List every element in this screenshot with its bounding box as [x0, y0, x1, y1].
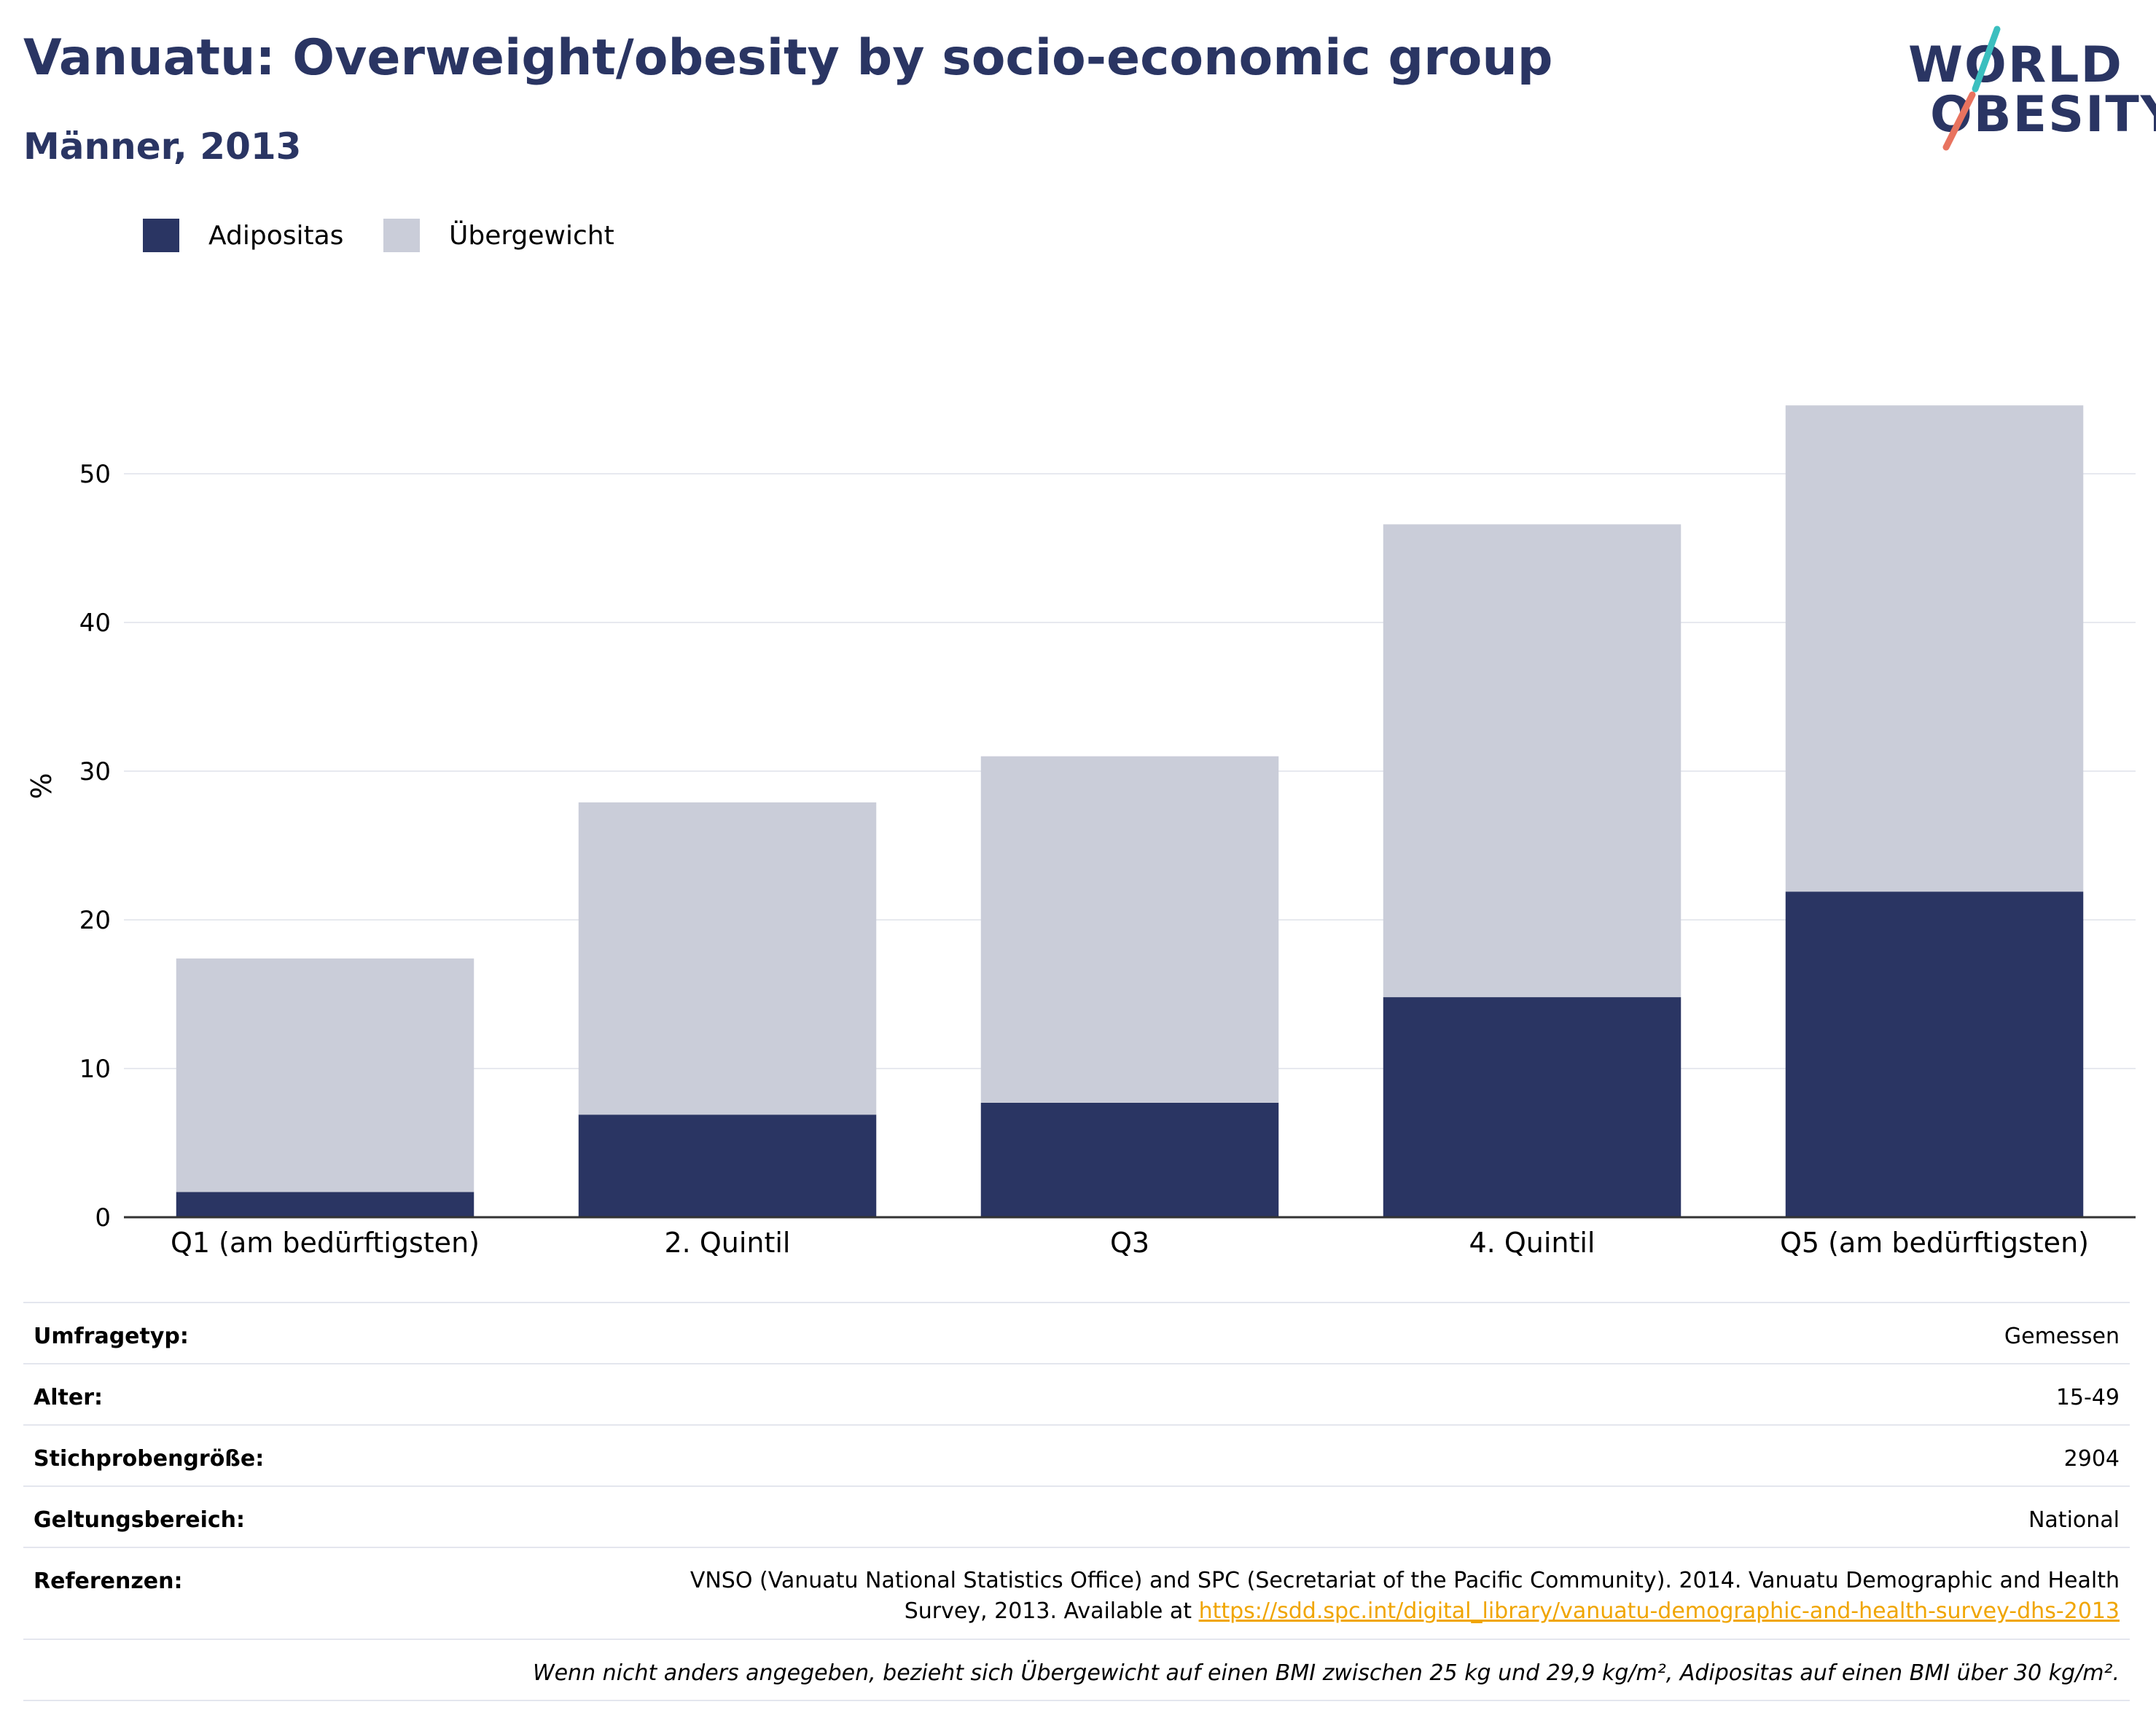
info-row-note: Wenn nicht anders angegeben, bezieht sic… — [23, 1639, 2130, 1701]
references-line-2-prefix: Survey, 2013. Available at — [904, 1598, 1199, 1624]
legend-item-overweight: Übergewicht — [383, 216, 614, 255]
bar-obesity — [980, 1102, 1279, 1217]
bar-overweight — [1383, 524, 1682, 998]
chart-subtitle: Männer, 2013 — [23, 125, 302, 168]
x-tick-label: 2. Quintil — [665, 1227, 791, 1259]
info-table: Umfragetyp: Gemessen Alter: 15-49 Stichp… — [23, 1302, 2130, 1701]
info-label: Referenzen: — [34, 1569, 183, 1594]
info-label: Alter: — [34, 1385, 103, 1410]
bar-chart: 0 10 20 30 40 50% Q1 (am bedürftigsten) 2. Quin… — [26, 405, 2136, 1259]
y-tick-label: 10 — [79, 1055, 111, 1084]
info-row-references: Referenzen: VNSO (Vanuatu National Stati… — [23, 1547, 2130, 1639]
x-tick-label: Q5 (am bedürftigsten) — [1780, 1227, 2089, 1259]
x-tick-label: Q1 (am bedürftigsten) — [171, 1227, 480, 1259]
x-tick-label: Q3 — [1110, 1227, 1149, 1259]
logo-slash-icon — [1942, 26, 2001, 151]
chart-title: Vanuatu: Overweight/obesity by socio-eco… — [23, 29, 1553, 87]
references-text: VNSO (Vanuatu National Statistics Office… — [662, 1566, 2120, 1627]
logo-line-1: WORLD — [1908, 36, 2123, 94]
bar-obesity — [176, 1192, 474, 1217]
info-row-sample-size: Stichprobengröße: 2904 — [23, 1424, 2130, 1485]
info-row-survey-type: Umfragetyp: Gemessen — [23, 1302, 2130, 1363]
info-label: Umfragetyp: — [34, 1324, 189, 1349]
bar-overweight — [578, 802, 877, 1115]
y-tick-label: 20 — [79, 906, 111, 935]
y-tick-label: 50 — [79, 460, 111, 489]
definition-note: Wenn nicht anders angegeben, bezieht sic… — [532, 1660, 2120, 1686]
references-link[interactable]: https://sdd.spc.int/digital_library/vanu… — [1198, 1598, 2120, 1624]
info-value: 15-49 — [2055, 1385, 2120, 1410]
legend-label-overweight: Übergewicht — [449, 220, 614, 251]
references-line-2: Survey, 2013. Available at https://sdd.s… — [662, 1596, 2120, 1627]
x-tick-label: 4. Quintil — [1469, 1227, 1595, 1259]
y-tick-label: 40 — [79, 609, 111, 638]
legend-swatch-obesity — [143, 219, 179, 252]
bar-obesity — [1785, 891, 2084, 1217]
info-label: Stichprobengröße: — [34, 1446, 265, 1472]
y-tick-label: 0 — [95, 1203, 111, 1233]
info-value: 2904 — [2063, 1446, 2120, 1472]
bar-obesity — [578, 1114, 877, 1217]
references-line-1: VNSO (Vanuatu National Statistics Office… — [690, 1568, 2120, 1593]
bar-obesity — [1383, 997, 1682, 1217]
legend-item-obesity: Adipositas — [143, 216, 343, 255]
info-value: Gemessen — [2004, 1324, 2120, 1349]
legend-swatch-overweight — [383, 219, 420, 252]
info-label: Geltungsbereich: — [34, 1507, 246, 1533]
legend-label-obesity: Adipositas — [208, 220, 344, 251]
bar-overweight — [176, 958, 474, 1192]
info-row-age: Alter: 15-49 — [23, 1363, 2130, 1424]
bar-overweight — [1785, 405, 2084, 892]
y-axis-label: % — [26, 773, 58, 799]
logo-line-2: OBESITY — [1930, 86, 2156, 144]
info-row-scope: Geltungsbereich: National — [23, 1485, 2130, 1547]
y-tick-label: 30 — [79, 757, 111, 786]
world-obesity-logo: WORLD OBESITY — [1895, 22, 2156, 153]
info-value: National — [2028, 1507, 2120, 1533]
bar-overweight — [980, 756, 1279, 1103]
